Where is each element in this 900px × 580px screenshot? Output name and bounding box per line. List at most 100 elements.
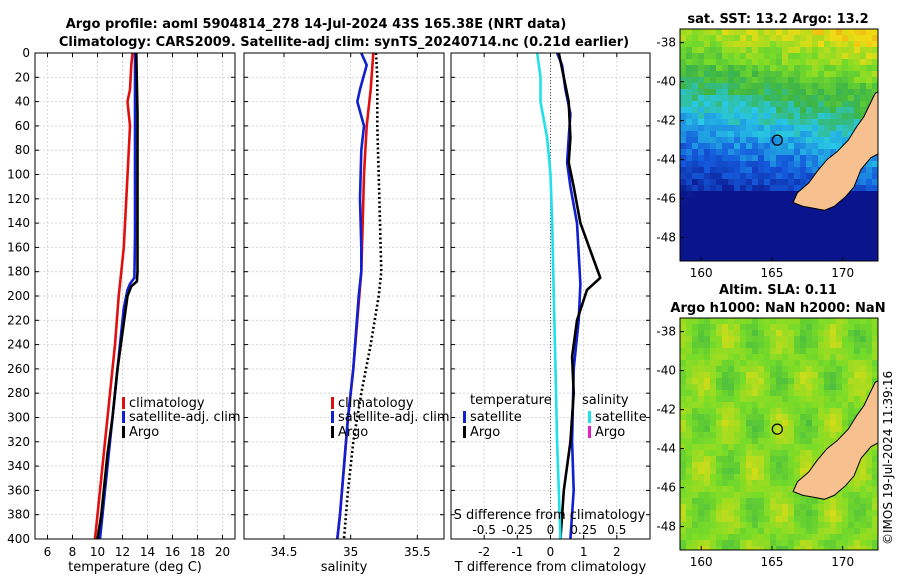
map-cell — [836, 510, 842, 516]
map-cell — [824, 324, 830, 330]
map-cell — [764, 486, 770, 492]
map-cell — [872, 77, 878, 83]
map-cell — [698, 29, 704, 35]
map-cell — [842, 504, 848, 510]
map-cell — [812, 149, 818, 155]
map-cell — [692, 239, 698, 245]
map-cell — [806, 546, 812, 550]
map-cell — [764, 324, 770, 330]
legend-swatch-argo — [122, 426, 125, 438]
map-cell — [734, 348, 740, 354]
map-cell — [836, 95, 842, 101]
map-cell — [782, 233, 788, 239]
map-cell — [698, 143, 704, 149]
map-cell — [716, 522, 722, 528]
map-cell — [776, 77, 782, 83]
map-cell — [734, 432, 740, 438]
map-cell — [830, 384, 836, 390]
map-cell — [848, 534, 854, 540]
map-cell — [686, 468, 692, 474]
map-cell — [824, 534, 830, 540]
map-cell — [740, 432, 746, 438]
map-cell — [782, 420, 788, 426]
map-cell — [866, 251, 872, 257]
map-cell — [680, 257, 686, 261]
map-cell — [872, 41, 878, 47]
map-cell — [710, 396, 716, 402]
x-tick-label: 16 — [165, 545, 180, 559]
map-cell — [794, 420, 800, 426]
map-cell — [830, 540, 836, 546]
map-cell — [782, 522, 788, 528]
map-cell — [686, 215, 692, 221]
map-cell — [764, 456, 770, 462]
map-cell — [680, 528, 686, 534]
map-cell — [746, 71, 752, 77]
map-cell — [818, 378, 824, 384]
map-cell — [800, 257, 806, 261]
map-cell — [758, 408, 764, 414]
map-cell — [680, 239, 686, 245]
map-cell — [710, 143, 716, 149]
map-cell — [680, 342, 686, 348]
map-cell — [692, 396, 698, 402]
map-cell — [854, 372, 860, 378]
sla-map-title-line1: Altim. SLA: 0.11 — [719, 283, 837, 298]
map-cell — [848, 504, 854, 510]
map-cell — [740, 450, 746, 456]
map-cell — [686, 77, 692, 83]
map-cell — [728, 125, 734, 131]
map-cell — [812, 426, 818, 432]
legend-swatch-argo — [331, 426, 334, 438]
y-tick-label: 80 — [15, 143, 30, 157]
map-cell — [788, 35, 794, 41]
map-cell — [758, 342, 764, 348]
map-cell — [812, 77, 818, 83]
map-cell — [692, 221, 698, 227]
map-cell — [764, 83, 770, 89]
map-cell — [746, 65, 752, 71]
map-cell — [866, 203, 872, 209]
map-cell — [776, 408, 782, 414]
map-cell — [728, 185, 734, 191]
map-cell — [782, 438, 788, 444]
map-cell — [728, 155, 734, 161]
map-cell — [698, 155, 704, 161]
map-cell — [830, 101, 836, 107]
map-cell — [800, 161, 806, 167]
y-tick-label: 340 — [7, 459, 30, 473]
map-cell — [710, 89, 716, 95]
map-cell — [710, 528, 716, 534]
map-cell — [872, 474, 878, 480]
map-cell — [764, 113, 770, 119]
map-cell — [770, 35, 776, 41]
map-cell — [722, 456, 728, 462]
map-cell — [776, 342, 782, 348]
map-cell — [872, 251, 878, 257]
map-cell — [782, 456, 788, 462]
map-cell — [752, 390, 758, 396]
map-cell — [782, 95, 788, 101]
x-axis-label: T difference from climatology — [454, 560, 647, 575]
map-cell — [806, 29, 812, 35]
map-cell — [818, 426, 824, 432]
map-cell — [842, 396, 848, 402]
map-cell — [836, 492, 842, 498]
map-cell — [866, 89, 872, 95]
map-cell — [812, 239, 818, 245]
map-cell — [764, 29, 770, 35]
map-cell — [848, 47, 854, 53]
map-cell — [680, 191, 686, 197]
map-cell — [716, 534, 722, 540]
map-cell — [788, 257, 794, 261]
map-cell — [806, 137, 812, 143]
map-cell — [788, 402, 794, 408]
map-cell — [746, 480, 752, 486]
map-cell — [722, 137, 728, 143]
map-cell — [782, 402, 788, 408]
map-cell — [854, 251, 860, 257]
map-cell — [842, 119, 848, 125]
map-cell — [782, 209, 788, 215]
map-cell — [704, 155, 710, 161]
map-cell — [794, 474, 800, 480]
